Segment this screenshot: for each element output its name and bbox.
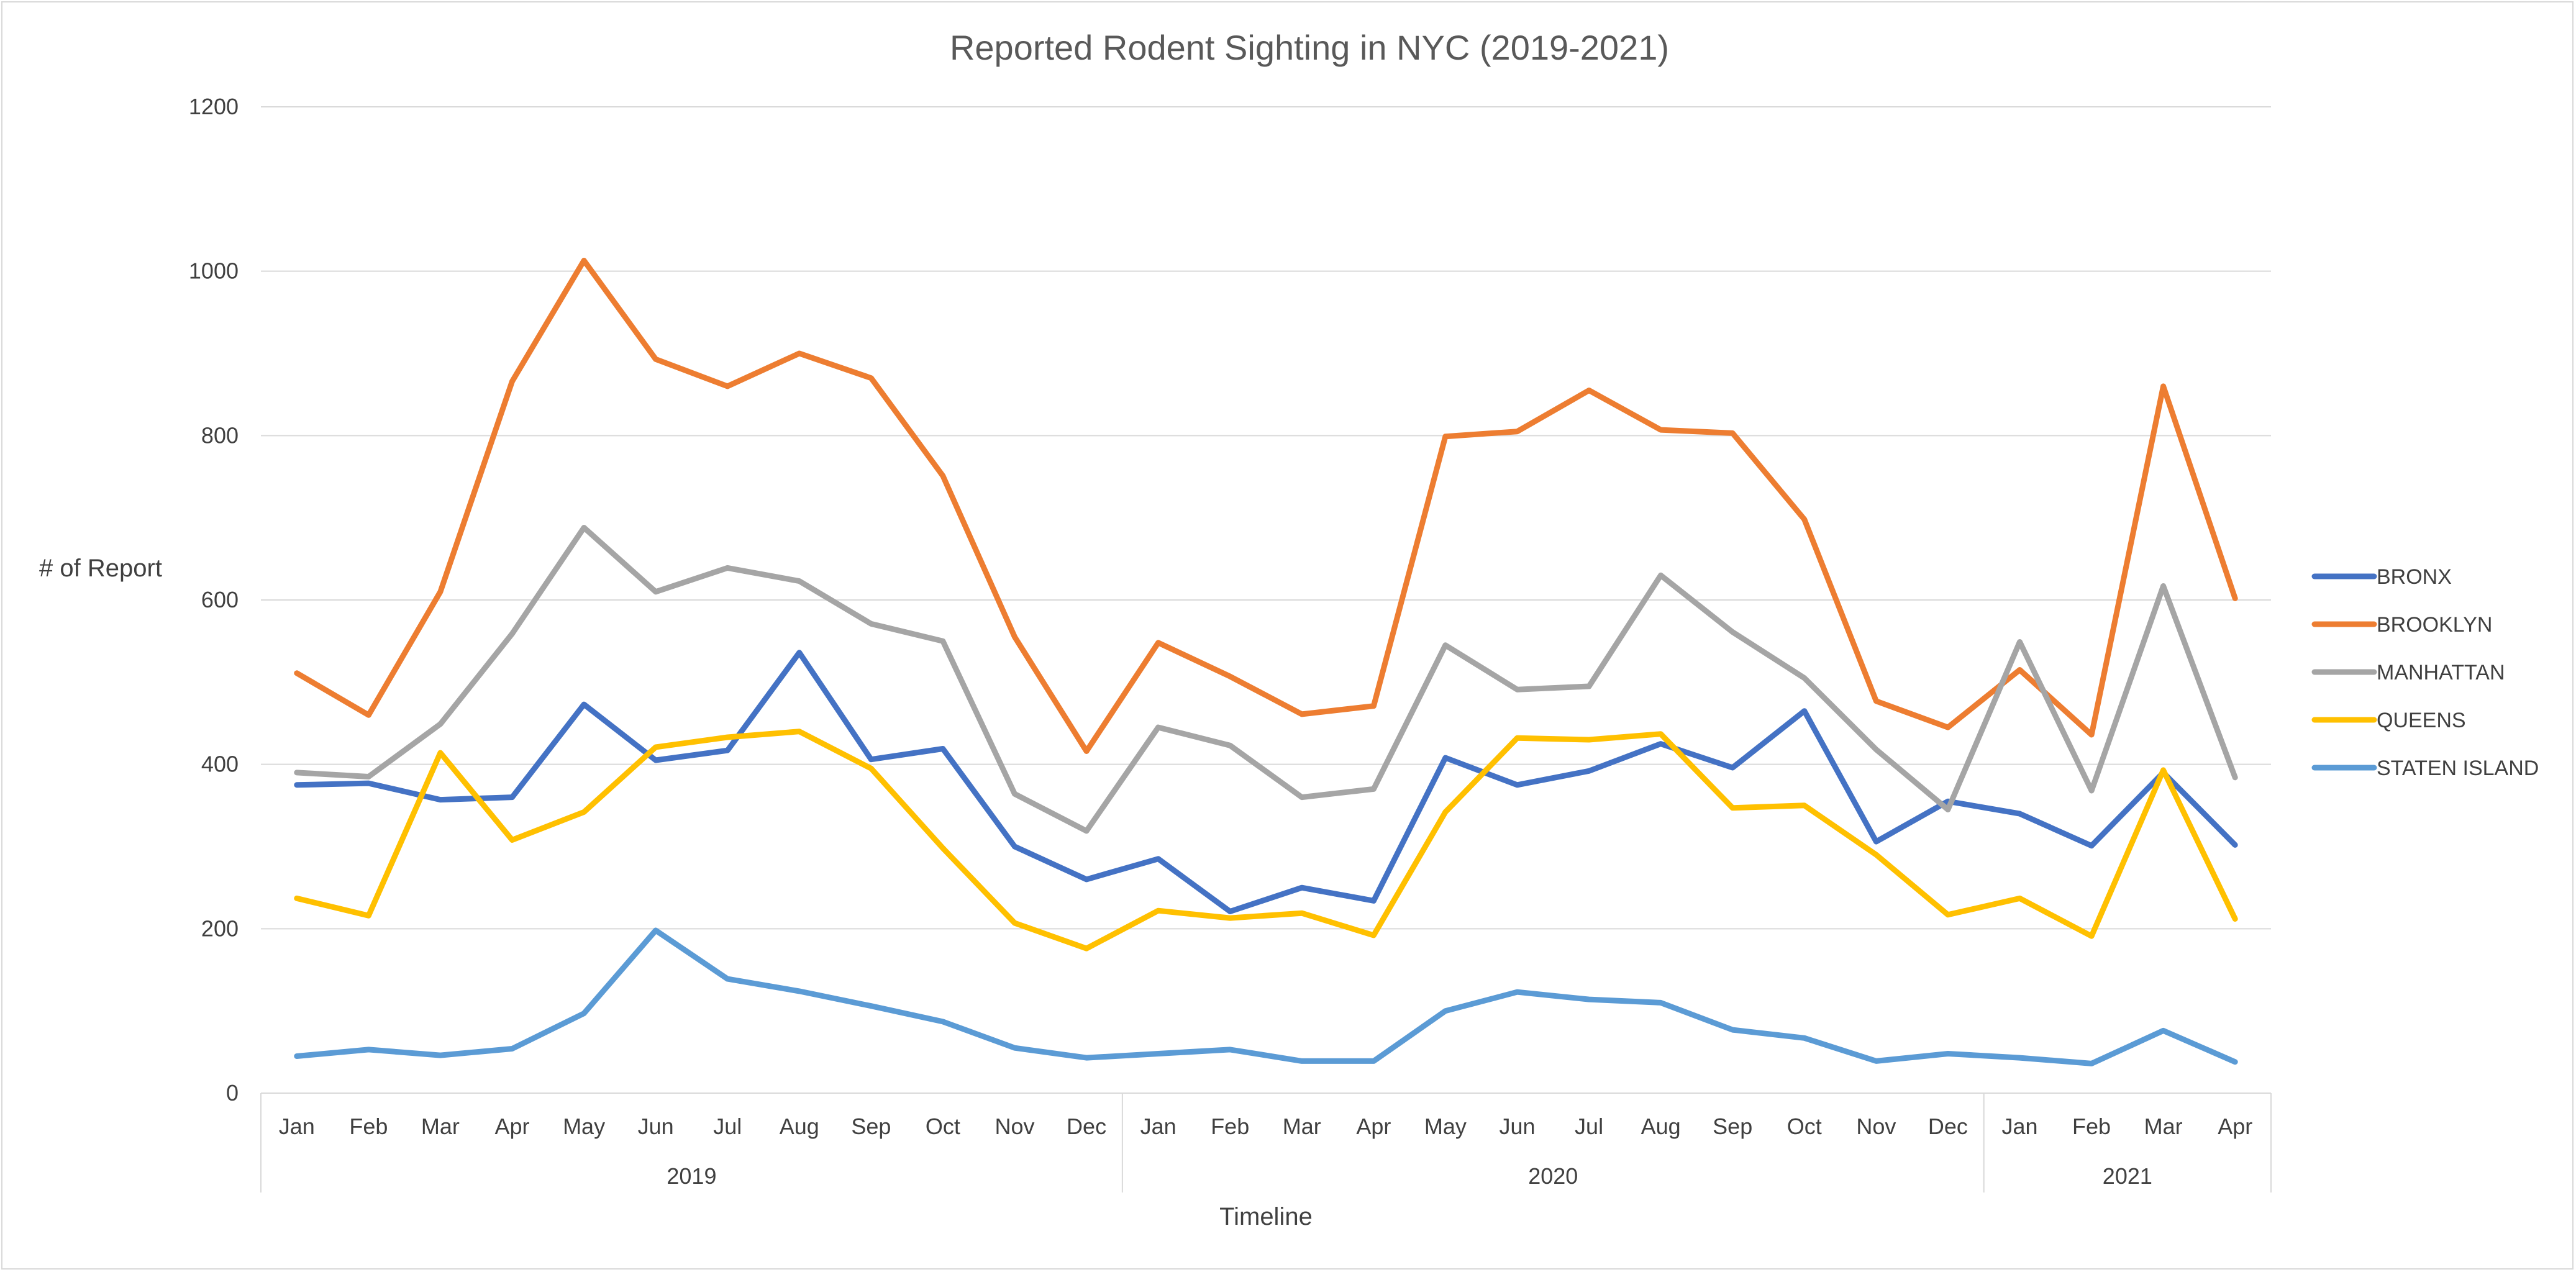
y-axis-ticks: 0 200 400 600 800 1000 1200	[189, 94, 239, 1106]
x-tick-label: Jan	[1140, 1114, 1176, 1139]
legend: BRONX BROOKLYN MANHATTAN QUEENS STATEN ISLAN…	[2311, 565, 2539, 780]
series-line-manhattan	[294, 525, 2238, 834]
series-line-queens	[294, 729, 2238, 952]
x-tick-label: Feb	[1211, 1114, 1249, 1139]
x-group-label: 2020	[1528, 1163, 1578, 1189]
x-tick-label: Jan	[279, 1114, 315, 1139]
x-tick-label: Feb	[2072, 1114, 2111, 1139]
x-tick-label: Nov	[1856, 1114, 1896, 1139]
x-tick-label: Jul	[713, 1114, 742, 1139]
x-tick-label: Jul	[1575, 1114, 1603, 1139]
gridlines	[261, 106, 2271, 930]
x-tick-label: May	[563, 1114, 605, 1139]
x-tick-label: Dec	[1928, 1114, 1968, 1139]
x-tick-label: Oct	[926, 1114, 960, 1139]
y-tick-label: 800	[201, 422, 239, 448]
legend-label: BRONX	[2377, 565, 2452, 589]
x-axis: Jan Feb Mar Apr May Jun Jul Aug Sep Oct Nov Dec Jan F…	[260, 1093, 2272, 1192]
x-tick-label: Aug	[1641, 1114, 1681, 1139]
y-tick-label: 400	[201, 752, 239, 777]
x-tick-label: Jun	[638, 1114, 674, 1139]
x-axis-title: Timeline	[1219, 1203, 1313, 1230]
x-tick-label: Apr	[1356, 1114, 1391, 1139]
x-tick-label: Jun	[1499, 1114, 1535, 1139]
x-group-label: 2019	[667, 1163, 716, 1189]
series-line-brooklyn	[294, 258, 2238, 754]
y-tick-label: 0	[226, 1080, 239, 1106]
series-line-staten-island	[294, 927, 2238, 1066]
x-tick-label: Feb	[349, 1114, 388, 1139]
x-tick-label: Sep	[1713, 1114, 1752, 1139]
series-lines	[294, 258, 2238, 1066]
x-tick-label: Mar	[1283, 1114, 1321, 1139]
y-tick-label: 200	[201, 915, 239, 941]
x-tick-label: Nov	[994, 1114, 1034, 1139]
series-line-bronx	[294, 650, 2238, 914]
x-tick-label: Apr	[494, 1114, 529, 1139]
x-tick-label: Apr	[2218, 1114, 2252, 1139]
x-tick-label: Mar	[2144, 1114, 2183, 1139]
y-tick-label: 1200	[189, 94, 239, 119]
legend-label: MANHATTAN	[2377, 661, 2505, 684]
x-tick-label: Dec	[1067, 1114, 1106, 1139]
x-tick-label: Aug	[780, 1114, 819, 1139]
legend-label: BROOKLYN	[2377, 613, 2492, 637]
legend-label: QUEENS	[2377, 709, 2466, 732]
x-tick-label: Sep	[851, 1114, 891, 1139]
y-axis-title: # of Report	[39, 555, 162, 582]
chart-title: Reported Rodent Sighting in NYC (2019-20…	[950, 28, 1669, 67]
legend-label: STATEN ISLAND	[2377, 756, 2539, 780]
x-tick-label: Jan	[2001, 1114, 2037, 1139]
x-tick-label: Oct	[1787, 1114, 1822, 1139]
x-tick-label: May	[1424, 1114, 1467, 1139]
y-tick-label: 1000	[189, 258, 239, 284]
x-group-label: 2021	[2103, 1163, 2152, 1189]
y-tick-label: 600	[201, 587, 239, 612]
x-tick-label: Mar	[421, 1114, 460, 1139]
